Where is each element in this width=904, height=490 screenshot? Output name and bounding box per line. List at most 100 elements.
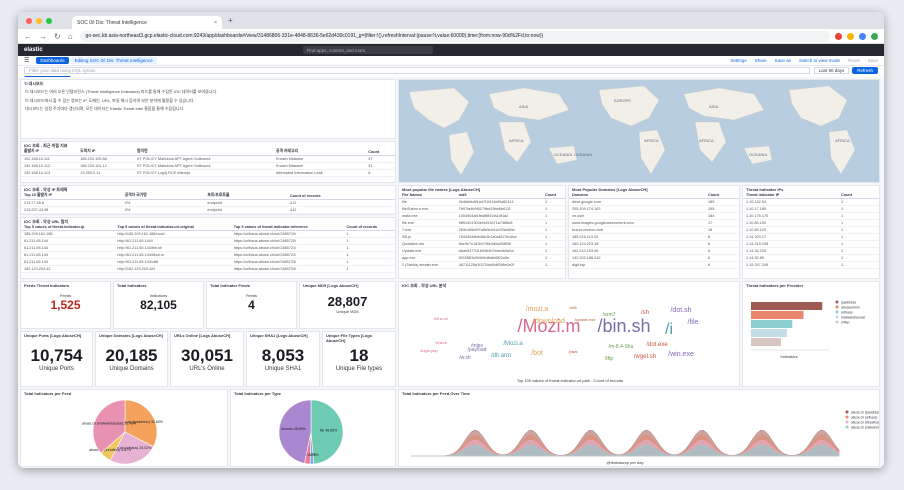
column-header[interactable]: md5 — [455, 192, 543, 199]
share-link[interactable]: Share — [754, 58, 767, 63]
bar[interactable] — [751, 329, 787, 337]
save-link[interactable]: Save — [867, 58, 878, 63]
date-picker[interactable]: Last 90 days — [813, 67, 850, 74]
legend-label[interactable]: ipaddress — [841, 301, 856, 305]
legend-label[interactable]: abuse.ch (urlhaus) — [851, 416, 877, 420]
column-header[interactable]: Count of records — [343, 224, 395, 231]
world-map[interactable]: AFRICA OCEANIA ASIA EUROPE AFRICA OCEANI… — [399, 80, 880, 183]
column-header[interactable]: Count of records — [287, 192, 395, 200]
wordcloud-word[interactable]: /w.sh — [459, 355, 471, 361]
legend-label[interactable]: malwarebazaar — [841, 316, 866, 320]
legend-label[interactable]: urlhaus — [841, 311, 853, 315]
wordcloud-word[interactable]: /bot — [531, 350, 543, 357]
save-as-link[interactable]: Save as — [774, 58, 791, 63]
wordcloud-word[interactable]: /payload — [468, 347, 487, 353]
wordcloud-word[interactable]: /dlr.arm — [491, 353, 511, 359]
column-header[interactable]: 도착지 IP — [77, 148, 135, 156]
wordcloud-word[interactable]: /dot.exe — [646, 342, 668, 348]
wordcloud-word[interactable]: /bins.sh — [434, 316, 448, 321]
column-header[interactable]: 출발지 IP — [21, 148, 78, 156]
wordcloud-word[interactable]: /sh — [641, 310, 649, 316]
forward-icon[interactable]: → — [39, 31, 47, 41]
wordcloud-word[interactable]: /Mozi.m — [518, 316, 581, 336]
column-header[interactable]: 공격 카테고리 — [272, 148, 366, 156]
legend-label[interactable]: abuse.ch (ipaddress) — [851, 411, 880, 415]
column-header[interactable]: Domains — [569, 192, 705, 199]
type-pie-chart[interactable]: file 48.66% ip 1.77%url 2.88% domain 46.69… — [231, 396, 396, 466]
extension-icon[interactable] — [835, 32, 842, 40]
settings-link[interactable]: Settings — [730, 58, 747, 63]
wordcloud-word[interactable]: /jaws — [568, 349, 577, 354]
legend-label[interactable]: Other — [841, 321, 851, 325]
legend-label[interactable]: abuse.ch (threatfox) — [851, 421, 879, 425]
bar[interactable] — [751, 320, 793, 328]
column-header[interactable]: File Names — [399, 192, 456, 199]
pie-slice[interactable] — [310, 399, 344, 465]
pie-slice[interactable] — [278, 399, 312, 464]
wordcloud-word[interactable]: /mips — [471, 343, 483, 349]
wordcloud-word[interactable]: /file — [688, 319, 699, 326]
back-icon[interactable]: ← — [24, 31, 32, 41]
reload-icon[interactable]: ↻ — [54, 31, 61, 41]
extension-icon[interactable] — [847, 32, 854, 40]
legend-label[interactable]: abusechmw — [841, 306, 860, 310]
wordcloud-word[interactable]: /tftp — [605, 356, 614, 362]
area-series[interactable] — [411, 444, 840, 457]
maximize-window-icon[interactable] — [46, 17, 52, 24]
column-header[interactable]: Count — [704, 192, 739, 199]
wordcloud-word[interactable]: /win.exe — [668, 351, 694, 358]
breadcrumb-dashboards[interactable]: Dashboards — [36, 57, 69, 64]
new-tab-icon[interactable]: + — [228, 16, 233, 25]
feed-pie-chart[interactable]: abuse.ch (ipaddress) 32.65% abuse.ch (url… — [21, 396, 228, 466]
wordcloud-word[interactable]: /m-8.4-Sha — [609, 344, 634, 350]
pie-slice[interactable] — [124, 399, 158, 448]
column-header[interactable]: Top 10 출발지 IP — [21, 192, 122, 200]
wordcloud-word[interactable]: /update.exe — [575, 317, 597, 322]
column-header[interactable]: Threat Indicator IP — [743, 192, 839, 199]
column-header[interactable]: 포트/프로토콜 — [204, 192, 287, 200]
wordcloud-word[interactable]: /wget.sh — [634, 354, 656, 360]
legend-label[interactable]: abuse.ch (malwarebazaar) — [851, 426, 880, 430]
extension-icon[interactable] — [859, 32, 866, 40]
global-search[interactable]: Find apps, content, and more. — [302, 46, 433, 54]
pie-slice[interactable] — [92, 399, 126, 454]
bar[interactable] — [751, 311, 804, 319]
home-icon[interactable]: ⌂ — [67, 31, 73, 41]
column-header[interactable]: Count — [542, 192, 565, 199]
wordcloud-word[interactable]: /login.php — [420, 348, 438, 353]
profile-avatar[interactable] — [871, 32, 878, 40]
refresh-button[interactable]: Refresh — [852, 67, 878, 74]
minimize-window-icon[interactable] — [36, 17, 42, 24]
column-header[interactable]: Top 5 values of threat.indicator.referen… — [230, 224, 344, 231]
wordcloud-word[interactable]: /arm7 — [603, 312, 616, 318]
elastic-logo[interactable]: elastic — [24, 47, 43, 53]
wordcloud-word[interactable]: /download — [533, 318, 565, 325]
reset-link[interactable]: Reset — [847, 58, 860, 63]
wordcloud-word[interactable]: /mozi.a — [526, 306, 549, 313]
wordcloud-word[interactable]: /Mozi.a — [503, 341, 523, 347]
bar[interactable] — [751, 338, 781, 346]
menu-icon[interactable]: ☰ — [24, 58, 30, 64]
url-field[interactable]: go-sec.kb.asia-northeast3.gcp.elastic-cl… — [79, 30, 830, 42]
view-mode-link[interactable]: Switch to view mode — [798, 58, 840, 63]
column-header[interactable]: Count — [365, 148, 395, 156]
column-header[interactable]: Top 5 values of threat.indicator.url.ori… — [114, 224, 231, 231]
provider-bar-chart[interactable]: ipaddressabusechmwurlhausmalwarebazaarOt… — [743, 288, 880, 386]
wordcloud-word[interactable]: /x86 — [569, 305, 577, 310]
kql-search-input[interactable]: Filter your data using KQL syntax — [24, 67, 810, 74]
column-header[interactable]: 공격자 국가명 — [121, 192, 205, 200]
wordcloud-word[interactable]: /check — [435, 340, 447, 345]
world-map-panel[interactable]: AFRICA OCEANIA ASIA EUROPE AFRICA OCEANI… — [398, 79, 880, 183]
wordcloud-word[interactable]: /dot.sh — [670, 307, 691, 314]
bar[interactable] — [751, 302, 823, 310]
wordcloud-word[interactable]: /bin.sh — [597, 316, 650, 336]
close-window-icon[interactable] — [26, 17, 32, 24]
column-header[interactable]: Top 5 values of threat.indicator.ip — [21, 224, 115, 231]
wordcloud[interactable]: /Mozi.m/bin.sh/i/mozi.a/x86/arm7/sh/dot.… — [399, 288, 740, 386]
column-header[interactable]: 탐지된 — [134, 148, 273, 156]
column-header[interactable]: Count — [838, 192, 879, 199]
close-tab-icon[interactable]: × — [214, 19, 217, 26]
wordcloud-word[interactable]: /i — [665, 321, 673, 338]
browser-tab[interactable]: SOC 0/i Dis: Threat Intelligence × — [72, 16, 222, 29]
